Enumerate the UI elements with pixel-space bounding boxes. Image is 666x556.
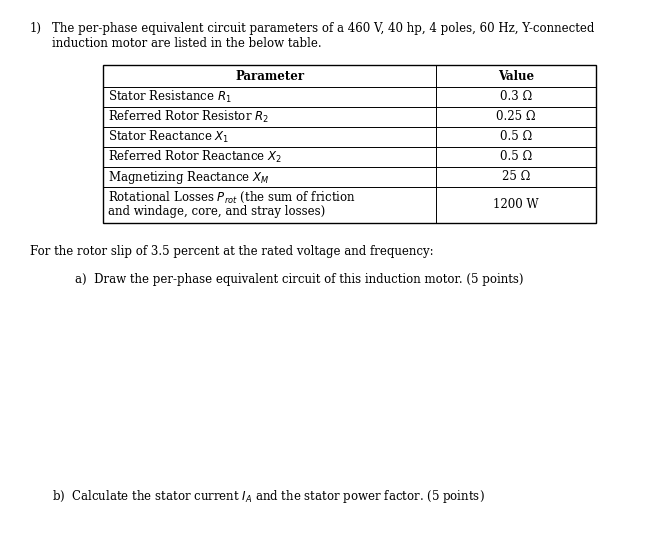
Text: Magnetizing Reactance $X_M$: Magnetizing Reactance $X_M$	[109, 168, 270, 186]
Text: 1): 1)	[30, 22, 42, 35]
Text: Referred Rotor Resistor $R_2$: Referred Rotor Resistor $R_2$	[109, 109, 269, 125]
Text: 0.5 Ω: 0.5 Ω	[500, 151, 532, 163]
Text: For the rotor slip of 3.5 percent at the rated voltage and frequency:: For the rotor slip of 3.5 percent at the…	[30, 245, 434, 258]
Text: Value: Value	[498, 70, 534, 82]
Bar	[103, 65, 596, 223]
Text: Parameter: Parameter	[235, 70, 304, 82]
Text: a)  Draw the per-phase equivalent circuit of this induction motor. (5 points): a) Draw the per-phase equivalent circuit…	[75, 273, 523, 286]
Text: 0.3 Ω: 0.3 Ω	[500, 91, 532, 103]
Text: induction motor are listed in the below table.: induction motor are listed in the below …	[52, 37, 322, 50]
Text: and windage, core, and stray losses): and windage, core, and stray losses)	[109, 205, 326, 218]
Text: 0.25 Ω: 0.25 Ω	[496, 111, 536, 123]
Text: Referred Rotor Reactance $X_2$: Referred Rotor Reactance $X_2$	[109, 149, 282, 165]
Text: Stator Resistance $R_1$: Stator Resistance $R_1$	[109, 89, 232, 105]
Text: Rotational Losses $P_{rot}$ (the sum of friction: Rotational Losses $P_{rot}$ (the sum of …	[109, 190, 356, 205]
Text: The per-phase equivalent circuit parameters of a 460 V, 40 hp, 4 poles, 60 Hz, Y: The per-phase equivalent circuit paramet…	[52, 22, 594, 35]
Text: 1200 W: 1200 W	[494, 198, 539, 211]
Text: 0.5 Ω: 0.5 Ω	[500, 131, 532, 143]
Text: 25 Ω: 25 Ω	[502, 171, 530, 183]
Text: b)  Calculate the stator current $I_A$ and the stator power factor. (5 points): b) Calculate the stator current $I_A$ an…	[52, 488, 485, 505]
Text: Stator Reactance $X_1$: Stator Reactance $X_1$	[109, 129, 230, 145]
